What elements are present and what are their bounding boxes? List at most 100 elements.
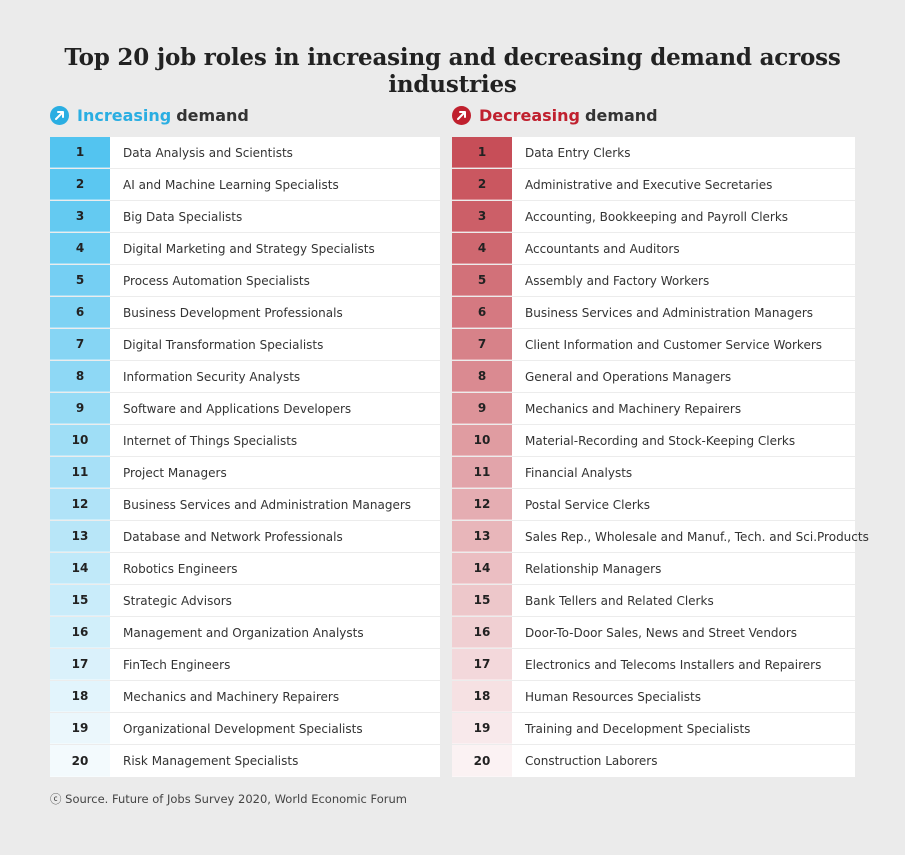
decreasing-demand-table: 1 Data Entry Clerks 2 Administrative and Ex… <box>452 137 869 777</box>
role-name-cell: Sales Rep., Wholesale and Manuf., Tech. … <box>525 529 869 544</box>
role-name-cell: Business Services and Administration Man… <box>123 497 412 512</box>
table-row: 15 Bank Tellers and Related Clerks <box>452 585 855 617</box>
rank-cell: 10 <box>452 425 512 456</box>
table-row: 18 Human Resources Specialists <box>452 681 855 713</box>
rank-cell: 16 <box>452 617 512 648</box>
rank-cell: 15 <box>452 585 512 616</box>
role-name-cell: Assembly and Factory Workers <box>525 273 710 288</box>
rank-cell: 7 <box>452 329 512 360</box>
role-name-cell: Business Services and Administration Man… <box>525 305 814 320</box>
rank-cell: 7 <box>50 329 110 360</box>
role-name-cell: Mechanics and Machinery Repairers <box>525 401 742 416</box>
table-row: 7 Digital Transformation Specialists <box>50 329 440 361</box>
role-name-cell: Door-To-Door Sales, News and Street Vend… <box>525 625 798 640</box>
table-row: 8 Information Security Analysts <box>50 361 440 393</box>
role-name-cell: Internet of Things Specialists <box>123 433 298 448</box>
table-row: 13 Sales Rep., Wholesale and Manuf., Tech… <box>452 521 869 553</box>
table-row: 11 Project Managers <box>50 457 440 489</box>
table-row: 6 Business Services and Administration Ma… <box>452 297 855 329</box>
rank-cell: 6 <box>452 297 512 328</box>
rank-cell: 18 <box>452 681 512 712</box>
table-row: 19 Organizational Development Specialists <box>50 713 440 745</box>
rank-cell: 1 <box>452 137 512 168</box>
table-row: 12 Postal Service Clerks <box>452 489 855 521</box>
table-row: 3 Big Data Specialists <box>50 201 440 233</box>
rank-cell: 8 <box>50 361 110 392</box>
rank-cell: 20 <box>50 745 110 777</box>
table-row: 16 Management and Organization Analysts <box>50 617 440 649</box>
role-name-cell: Administrative and Executive Secretaries <box>525 177 773 192</box>
table-row: 17 FinTech Engineers <box>50 649 440 681</box>
table-row: 15 Strategic Advisors <box>50 585 440 617</box>
table-row: 12 Business Services and Administration M… <box>50 489 440 521</box>
role-name-cell: Organizational Development Specialists <box>123 721 363 736</box>
role-name-cell: Postal Service Clerks <box>525 497 651 512</box>
rank-cell: 17 <box>50 649 110 680</box>
role-name-cell: Risk Management Specialists <box>123 754 299 768</box>
rank-cell: 13 <box>452 521 512 552</box>
decreasing-label: Decreasing <box>479 105 581 125</box>
rank-cell: 3 <box>452 201 512 232</box>
role-name-cell: Data Entry Clerks <box>525 145 631 160</box>
table-row: 18 Mechanics and Machinery Repairers <box>50 681 440 713</box>
rank-cell: 18 <box>50 681 110 712</box>
role-name-cell: Bank Tellers and Related Clerks <box>525 593 714 608</box>
rank-cell: 9 <box>50 393 110 424</box>
rank-cell: 12 <box>452 489 512 520</box>
role-name-cell: Material-Recording and Stock-Keeping Cle… <box>525 433 796 448</box>
rank-cell: 5 <box>452 265 512 296</box>
table-row: 5 Assembly and Factory Workers <box>452 265 855 297</box>
table-row: 4 Accountants and Auditors <box>452 233 855 265</box>
rank-cell: 8 <box>452 361 512 392</box>
demand-label: demand <box>176 105 249 125</box>
table-row: 14 Robotics Engineers <box>50 553 440 585</box>
role-name-cell: Mechanics and Machinery Repairers <box>123 689 340 704</box>
decreasing-demand-heading: Decreasing demand <box>452 104 855 126</box>
rank-cell: 12 <box>50 489 110 520</box>
role-name-cell: Process Automation Specialists <box>123 273 310 288</box>
rank-cell: 19 <box>452 713 512 744</box>
role-name-cell: AI and Machine Learning Specialists <box>123 177 339 192</box>
role-name-cell: Training and Decelopment Specialists <box>525 721 751 736</box>
demand-label: demand <box>585 105 658 125</box>
rank-cell: 15 <box>50 585 110 616</box>
table-row: 11 Financial Analysts <box>452 457 855 489</box>
rank-cell: 2 <box>452 169 512 200</box>
table-row: 10 Internet of Things Specialists <box>50 425 440 457</box>
table-row: 16 Door-To-Door Sales, News and Street Ve… <box>452 617 855 649</box>
increasing-demand-panel: Increasing demand 1 Data Analysis and Sci… <box>50 104 440 777</box>
rank-cell: 13 <box>50 521 110 552</box>
rank-cell: 14 <box>452 553 512 584</box>
arrow-up-right-icon <box>452 105 471 125</box>
role-name-cell: Electronics and Telecoms Installers and … <box>525 657 822 672</box>
table-row: 14 Relationship Managers <box>452 553 855 585</box>
table-row: 4 Digital Marketing and Strategy Speciali… <box>50 233 440 265</box>
rank-cell: 20 <box>452 745 512 777</box>
role-name-cell: Accounting, Bookkeeping and Payroll Cler… <box>525 209 789 224</box>
rank-cell: 14 <box>50 553 110 584</box>
role-name-cell: Project Managers <box>123 465 227 480</box>
rank-cell: 4 <box>50 233 110 264</box>
arrow-up-right-icon <box>50 105 69 125</box>
role-name-cell: Human Resources Specialists <box>525 689 701 704</box>
rank-cell: 6 <box>50 297 110 328</box>
role-name-cell: Accountants and Auditors <box>525 241 680 256</box>
decreasing-demand-panel: Decreasing demand 1 Data Entry Clerks 2 Adm… <box>452 104 869 777</box>
table-row: 2 Administrative and Executive Secretarie… <box>452 169 855 201</box>
role-name-cell: Robotics Engineers <box>123 561 238 576</box>
role-name-cell: Digital Marketing and Strategy Specialis… <box>123 241 375 256</box>
rank-cell: 9 <box>452 393 512 424</box>
increasing-demand-table: 1 Data Analysis and Scientists 2 AI and Mac… <box>50 137 440 777</box>
rank-cell: 2 <box>50 169 110 200</box>
table-row: 6 Business Development Professionals <box>50 297 440 329</box>
table-row: 9 Mechanics and Machinery Repairers <box>452 393 855 425</box>
role-name-cell: Business Development Professionals <box>123 305 343 320</box>
source-note: ⓒ Source. Future of Jobs Survey 2020, Wo… <box>50 792 407 806</box>
table-row: 20 Construction Laborers <box>452 745 855 777</box>
table-row: 5 Process Automation Specialists <box>50 265 440 297</box>
table-row: 13 Database and Network Professionals <box>50 521 440 553</box>
role-name-cell: Financial Analysts <box>525 465 633 480</box>
table-row: 20 Risk Management Specialists <box>50 745 440 777</box>
table-row: 1 Data Entry Clerks <box>452 137 855 169</box>
rank-cell: 19 <box>50 713 110 744</box>
